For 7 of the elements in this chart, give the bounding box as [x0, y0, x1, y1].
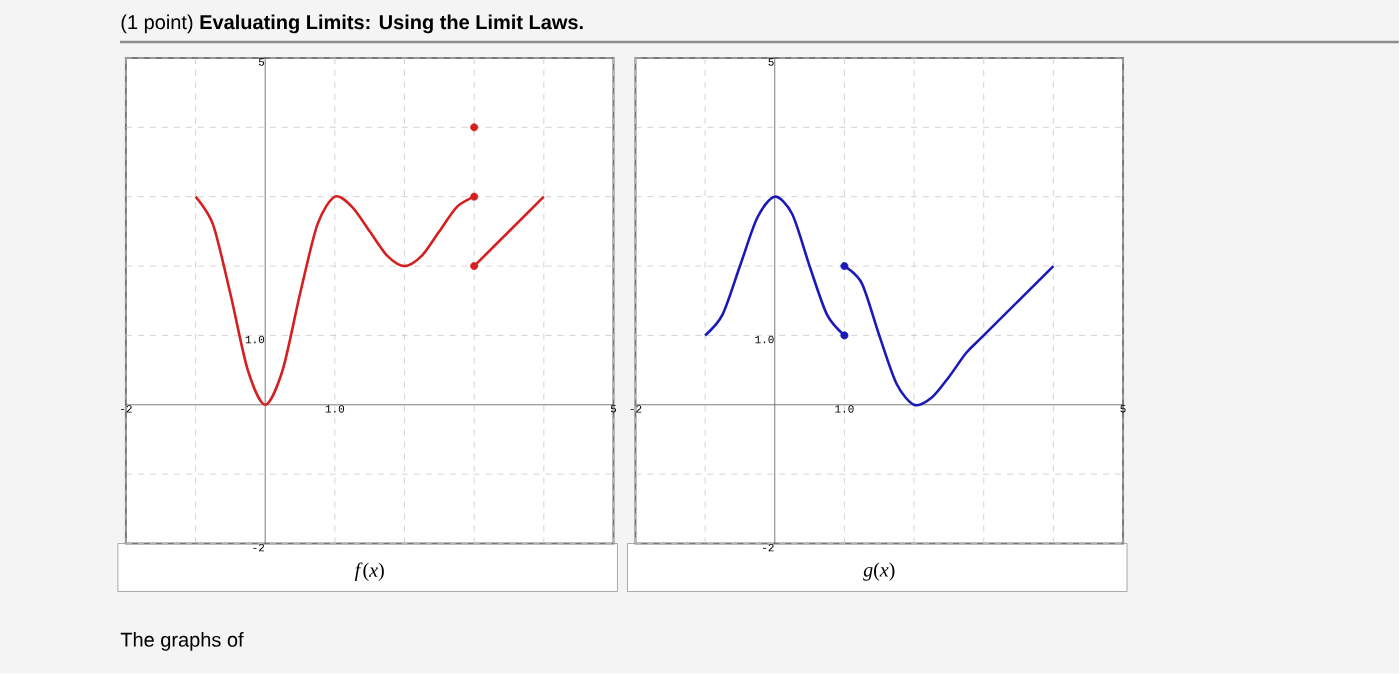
x-axis-title: f(x)	[354, 562, 384, 582]
point	[470, 262, 479, 271]
text: The graphs of	[120, 632, 244, 652]
point	[470, 123, 479, 132]
chart-title: (1 point) Evaluating Limits: Using the Limit Laws.	[121, 14, 583, 34]
x-axis-title: g(x)	[863, 562, 895, 581]
point	[470, 192, 479, 201]
